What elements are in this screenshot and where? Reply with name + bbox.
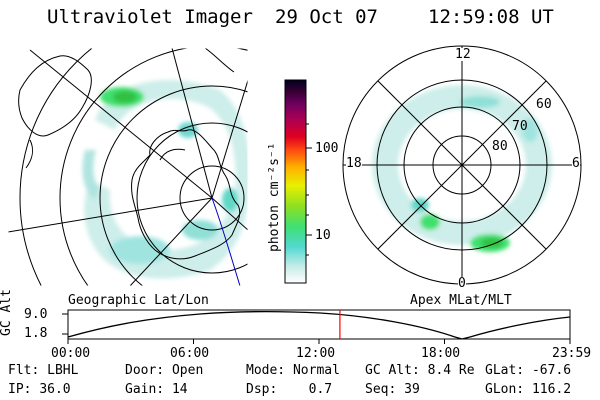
left-panel-frame [7, 47, 249, 287]
timeline-xtick-1200: 12:00 [296, 346, 336, 361]
mlt-label-midnight: 0 [458, 276, 466, 291]
left-panel-label: Geographic Lat/Lon [68, 293, 209, 308]
info-glon: GLon: 116.2 [485, 382, 572, 397]
timeline-ytick-low: 1.8 [24, 326, 48, 341]
timeline-xtick-0000: 00:00 [51, 346, 91, 361]
aurora-oval-geo [82, 80, 248, 279]
timeline-xtick-1800: 18:00 [421, 346, 461, 361]
info-seq: Seq: 39 [365, 382, 420, 397]
colorbar-ticks [306, 123, 312, 256]
mlt-label-dusk: 18 [346, 156, 362, 171]
info-dsp: Dsp: 0.7 [246, 382, 333, 397]
mlat-label-60: 60 [536, 97, 552, 112]
terminator-line [211, 197, 241, 286]
timeline-xtick-2359: 23:59 [552, 346, 592, 361]
info-gc-alt: GC Alt: 8.4 Re [365, 363, 475, 378]
timeline-xtick-0600: 06:00 [170, 346, 210, 361]
colorbar [284, 79, 307, 284]
right-panel-label: Apex MLat/MLT [410, 293, 512, 308]
geographic-map [8, 48, 248, 286]
observation-date: 29 Oct 07 [275, 6, 378, 28]
info-gain: Gain: 14 [125, 382, 188, 397]
timeline-frame [67, 309, 571, 340]
instrument-title: Ultraviolet Imager [47, 6, 253, 28]
mlat-label-80: 80 [492, 139, 508, 154]
info-flt: Flt: LBHL [8, 363, 79, 378]
mlt-label-noon: 12 [455, 47, 471, 62]
info-ip: IP: 36.0 [8, 382, 71, 397]
mlt-label-dawn: 6 [572, 156, 580, 171]
info-door: Door: Open [125, 363, 204, 378]
altitude-timeline [62, 309, 571, 344]
info-mode: Mode: Normal [246, 363, 340, 378]
colorbar-tick-10: 10 [315, 228, 331, 243]
aurora-oval-mag [372, 85, 552, 252]
longitude-lines [8, 48, 248, 286]
magnetic-polar-plot [342, 45, 582, 285]
timeline-ticks [62, 313, 571, 344]
colorbar-unit-label: photon cm⁻²s⁻¹ [267, 142, 282, 252]
mlat-label-70: 70 [512, 119, 528, 134]
mlt-lines [343, 46, 581, 284]
altitude-curve [67, 310, 571, 340]
timeline-ylabel: GC Alt [0, 289, 14, 336]
colorbar-tick-100: 100 [315, 141, 339, 156]
latitude-circles [19, 48, 248, 286]
timeline-ytick-high: 9.0 [24, 307, 48, 322]
coastlines [18, 48, 241, 260]
info-glat: GLat: -67.6 [485, 363, 572, 378]
observation-time: 12:59:08 UT [428, 6, 554, 28]
